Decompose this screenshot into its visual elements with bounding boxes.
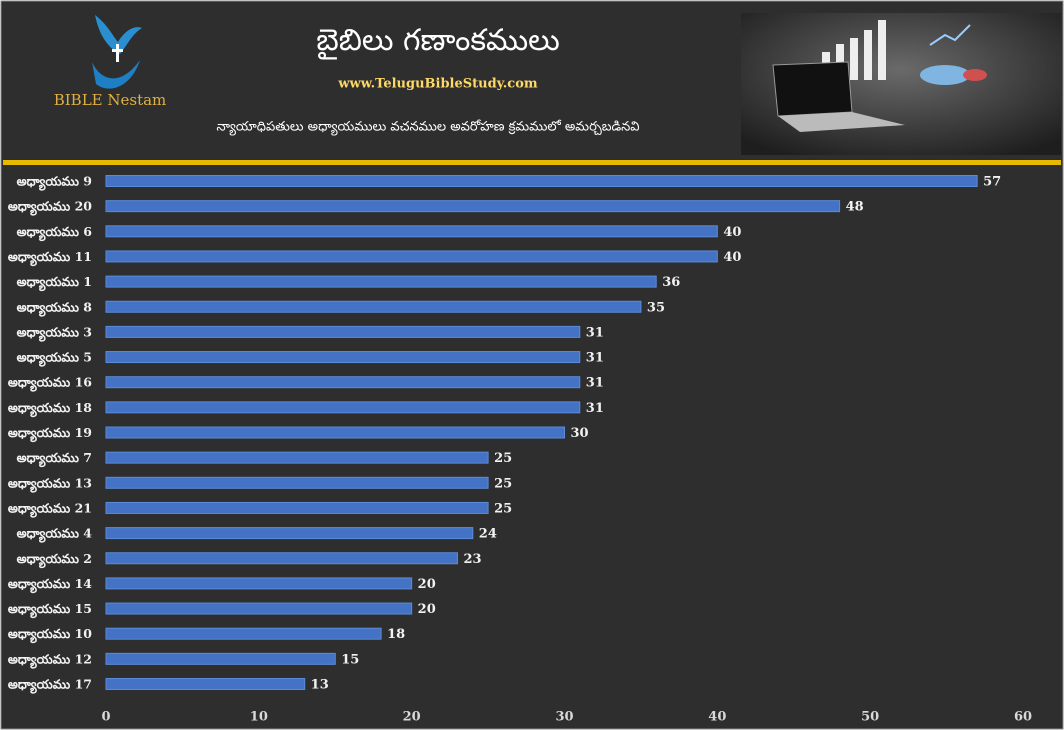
brand: BIBLE Nestam [54, 91, 167, 109]
y-tick-label: అధ్యాయము 2 [17, 551, 92, 569]
bar [105, 200, 841, 213]
value-label: 20 [418, 577, 436, 592]
value-label: 40 [723, 250, 741, 265]
value-label: 40 [723, 225, 741, 240]
value-label: 30 [571, 426, 589, 441]
bar [105, 627, 382, 640]
y-tick-label: అధ్యాయము 8 [17, 299, 93, 317]
y-tick-label: అధ్యాయము 17 [8, 677, 92, 695]
decor-line [929, 24, 971, 46]
divider [3, 160, 1061, 165]
value-label: 36 [662, 275, 680, 290]
y-tick-label: అధ్యాయము 16 [8, 375, 92, 393]
x-tick-label: 60 [1014, 710, 1032, 725]
value-label: 20 [418, 602, 436, 617]
x-tick-label: 50 [861, 710, 879, 725]
chart-title: బైబిలు గణాంకములు [316, 23, 560, 60]
y-tick-label: అధ్యాయము 9 [17, 174, 92, 192]
y-tick-label: అధ్యాయము 21 [8, 500, 92, 518]
value-label: 24 [479, 527, 497, 542]
website: www.TeluguBibleStudy.com [337, 77, 538, 92]
value-label: 18 [387, 627, 405, 642]
y-tick-label: అధ్యాయము 20 [8, 199, 92, 217]
x-tick-label: 0 [101, 710, 110, 725]
bar [105, 300, 642, 313]
value-label: 25 [494, 501, 512, 516]
y-tick-label: అధ్యాయము 6 [17, 224, 93, 242]
bar [105, 527, 474, 540]
bar [105, 652, 336, 665]
x-tick-label: 30 [555, 710, 573, 725]
y-tick-label: అధ్యాయము 11 [8, 249, 92, 267]
bar [105, 351, 581, 364]
y-tick-label: అధ్యాయము 10 [8, 626, 92, 644]
x-tick-label: 20 [403, 710, 421, 725]
bar [105, 175, 978, 187]
value-label: 15 [341, 652, 359, 667]
value-label: 31 [586, 376, 604, 391]
value-label: 48 [846, 200, 864, 215]
value-label: 31 [586, 351, 604, 366]
y-tick-label: అధ్యాయము 13 [8, 475, 92, 493]
value-label: 35 [647, 300, 665, 315]
decor-bar [864, 30, 872, 80]
y-tick-label: అధ్యాయము 19 [8, 425, 92, 443]
subtitle: న్యాయాధిపతులు అధ్యాయములు వచనముల అవరోహణ క… [216, 119, 639, 137]
value-label: 13 [311, 678, 329, 693]
bar [105, 451, 489, 464]
y-tick-label: అధ్యాయము 4 [17, 526, 93, 544]
bar [105, 602, 413, 615]
y-tick-label: అధ్యాయము 15 [8, 601, 92, 619]
value-label: 23 [464, 552, 482, 567]
bar [105, 250, 718, 263]
decor-pie [963, 69, 987, 81]
y-tick-label: అధ్యాయము 7 [17, 450, 92, 468]
value-label: 25 [494, 451, 512, 466]
value-label: 57 [983, 175, 1001, 190]
y-tick-label: అధ్యాయము 18 [8, 400, 92, 418]
cross [116, 44, 119, 62]
value-label: 31 [586, 401, 604, 416]
laptop-screen [772, 61, 853, 117]
x-tick-label: 10 [250, 710, 268, 725]
bar [105, 552, 459, 565]
y-tick-label: అధ్యాయము 14 [8, 576, 92, 594]
laptop-base [778, 112, 905, 132]
bar [105, 678, 306, 690]
y-tick-label: అధ్యాయము 5 [17, 350, 92, 368]
hand [92, 60, 140, 89]
bar [105, 501, 489, 514]
decor-bar [878, 20, 886, 80]
y-tick-label: అధ్యాయము 1 [17, 274, 92, 292]
x-tick-label: 40 [708, 710, 726, 725]
logo: BIBLE Nestam [54, 15, 167, 109]
bar [105, 426, 565, 439]
bar [105, 401, 581, 414]
decor-bar [850, 38, 858, 80]
value-label: 25 [494, 476, 512, 491]
value-label: 31 [586, 325, 604, 340]
header-image [741, 13, 1061, 155]
bar [105, 325, 581, 338]
cross [112, 49, 123, 52]
y-tick-label: అధ్యాయము 12 [8, 651, 92, 669]
bar [105, 476, 489, 489]
y-tick-label: అధ్యాయము 3 [17, 324, 92, 342]
bar [105, 275, 657, 288]
bar [105, 577, 413, 590]
bar [105, 376, 581, 389]
decor-pie [920, 65, 970, 85]
bar [105, 225, 718, 238]
